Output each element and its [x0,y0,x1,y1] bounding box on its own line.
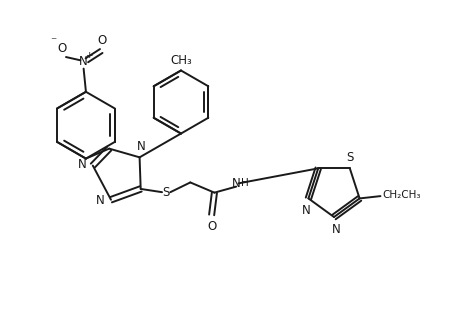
Text: O: O [206,220,216,233]
Text: S: S [345,151,353,164]
Text: N: N [232,177,240,190]
Text: N: N [79,55,88,68]
Text: ⁻: ⁻ [50,36,56,49]
Text: S: S [162,186,169,199]
Text: N: N [137,140,145,153]
Text: N: N [331,223,339,236]
Text: CH₂CH₃: CH₂CH₃ [382,190,420,200]
Text: CH₃: CH₃ [170,54,192,67]
Text: H: H [240,178,248,188]
Text: N: N [96,194,105,207]
Text: O: O [97,34,106,47]
Text: O: O [57,42,67,55]
Text: N: N [78,158,87,171]
Text: +: + [85,51,93,60]
Text: N: N [301,204,310,217]
